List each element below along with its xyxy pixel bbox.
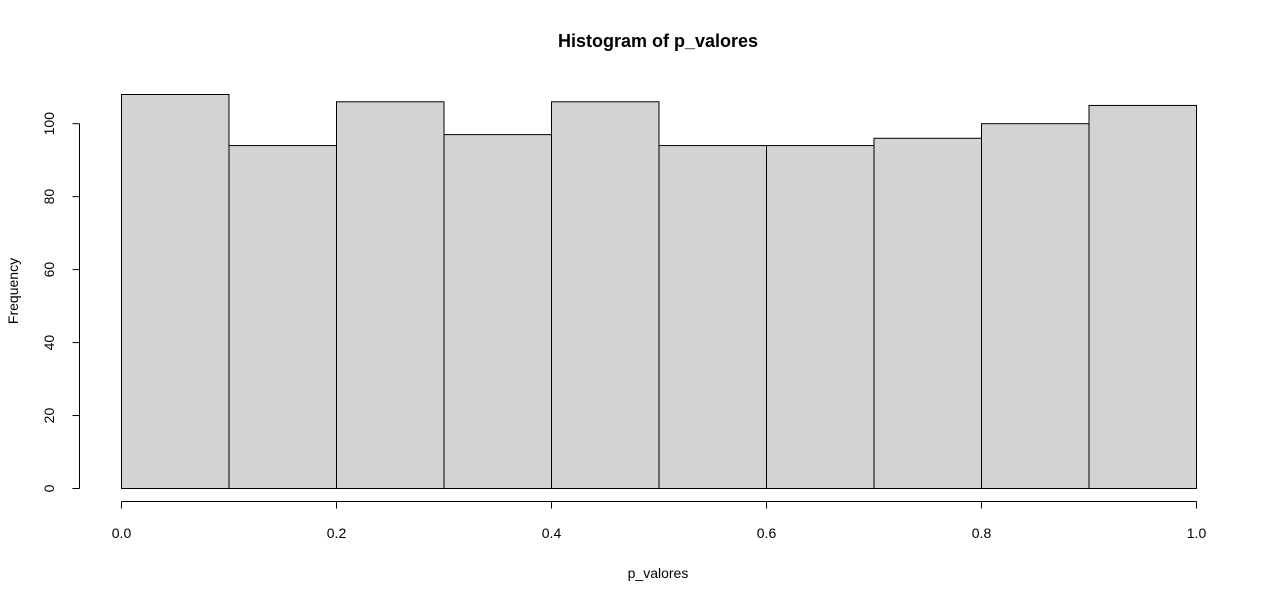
x-tick-label: 0.4 [542,525,562,541]
histogram-bar [336,101,445,489]
histogram-bar [1088,104,1197,489]
histogram-bar [766,145,875,490]
y-tick-label: 80 [41,189,57,205]
y-axis: 0 20 40 60 80 100 [41,112,80,492]
x-tick-label: 0.8 [972,525,992,541]
histogram-bar [551,101,660,489]
histogram-bar [873,137,982,489]
y-tick-label: 0 [41,484,57,492]
x-tick-label: 1.0 [1187,525,1207,541]
histogram-bar [121,94,230,489]
histogram-bar [443,134,552,489]
y-tick-label: 60 [41,262,57,278]
bars-group [121,94,1197,490]
y-axis-label: Frequency [5,258,21,324]
histogram-bar [228,145,337,490]
histogram-bar [658,145,767,490]
histogram-bar [981,123,1090,490]
x-tick-label: 0.0 [112,525,132,541]
y-tick-label: 20 [41,408,57,424]
chart-title: Histogram of p_valores [558,31,758,51]
x-axis: 0.0 0.2 0.4 0.6 0.8 1.0 [112,501,1207,541]
x-tick-label: 0.2 [327,525,347,541]
y-tick-label: 100 [41,112,57,136]
x-axis-label: p_valores [628,565,689,581]
x-tick-label: 0.6 [757,525,777,541]
y-tick-label: 40 [41,335,57,351]
